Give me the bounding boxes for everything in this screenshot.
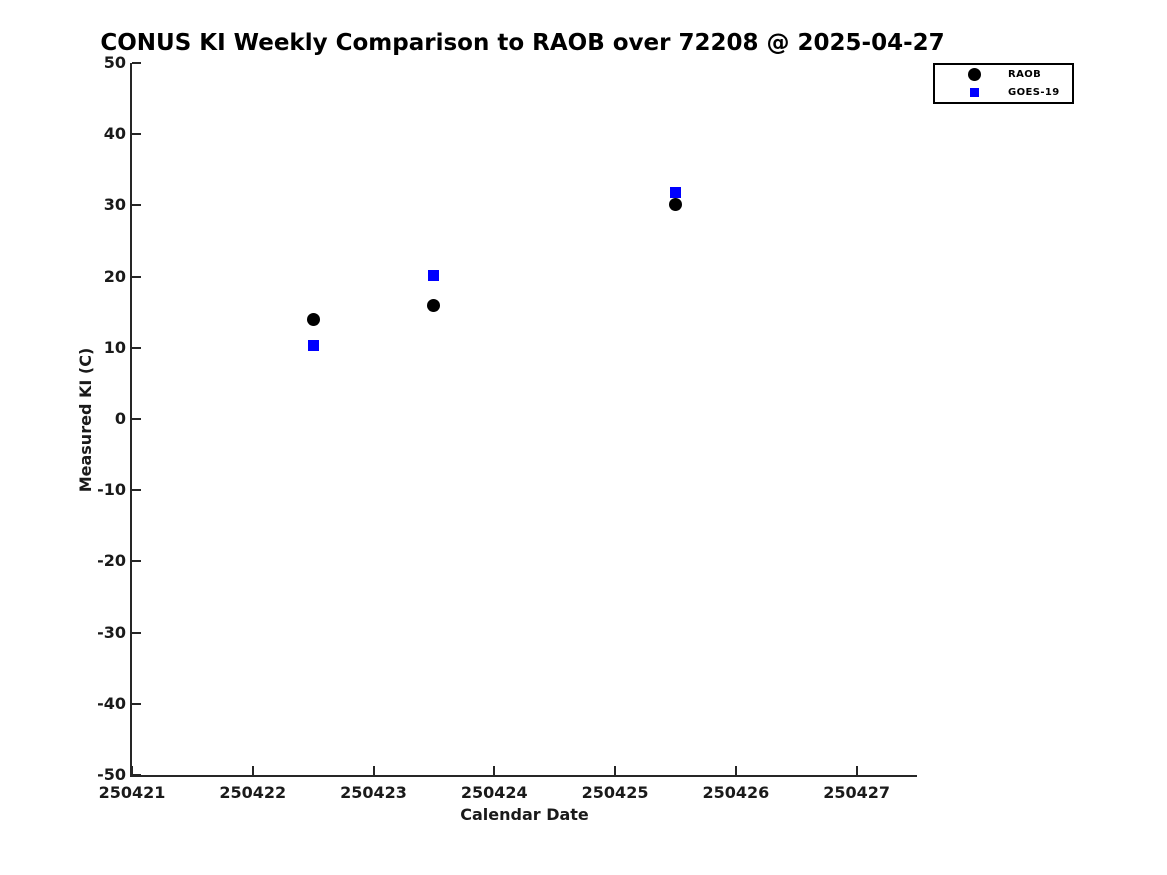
y-tick-label: 0 [114, 409, 126, 428]
x-tick-mark [614, 766, 617, 775]
data-point-raob [668, 198, 682, 212]
legend-label: RAOB [1008, 69, 1042, 81]
x-tick-mark [734, 766, 737, 775]
data-point-goes-19 [428, 269, 440, 281]
legend-marker-square-icon [967, 85, 981, 99]
x-axis-label: Calendar Date [460, 805, 589, 824]
x-tick-label: 250426 [702, 783, 770, 802]
y-tick-mark [132, 774, 141, 776]
circle-glyph [967, 68, 981, 82]
y-tick-mark [132, 631, 141, 634]
y-tick-label: 50 [103, 53, 126, 72]
y-tick-mark [132, 418, 141, 420]
square-glyph [969, 87, 979, 97]
y-tick-label: -40 [97, 693, 126, 713]
legend-marker-circle-icon [967, 68, 981, 82]
y-tick-label: -10 [97, 480, 126, 500]
x-tick-label: 250423 [340, 783, 407, 802]
x-tick-label: 250427 [823, 783, 890, 802]
y-tick-label: 20 [103, 266, 126, 286]
y-tick-mark [132, 346, 141, 349]
x-tick-label: 250421 [98, 783, 166, 802]
y-tick-mark [132, 275, 141, 278]
y-tick-label: 40 [103, 124, 126, 144]
chart-title: CONUS KI Weekly Comparison to RAOB over … [100, 30, 945, 56]
y-axis-tick-labels: -50 -40 -30 -20 -10 0 10 20 30 40 50 [0, 53, 126, 784]
x-tick-mark [131, 766, 133, 775]
y-tick-mark [132, 702, 141, 705]
x-tick-label: 250424 [460, 783, 528, 802]
y-tick-label: 10 [103, 337, 126, 357]
x-tick-label: 250422 [219, 783, 287, 802]
plot-area [130, 62, 917, 777]
y-tick-mark [132, 62, 141, 64]
legend: RAOB GOES-19 [933, 63, 1074, 104]
y-tick-label: -50 [97, 765, 126, 784]
y-tick-mark [132, 204, 141, 207]
data-point-goes-19 [307, 340, 319, 352]
y-tick-label: 30 [103, 195, 126, 215]
x-tick-mark [855, 766, 858, 775]
x-tick-mark [493, 766, 496, 775]
data-point-raob [427, 298, 441, 312]
y-tick-label: -20 [97, 551, 126, 571]
data-point-raob [306, 312, 320, 326]
data-point-goes-19 [669, 187, 681, 199]
legend-entry: GOES-19 [935, 85, 1072, 100]
y-tick-mark [132, 560, 141, 563]
x-axis-tick-labels: 250421 250422 250423 250424 250425 250426 2504… [99, 783, 917, 805]
y-tick-label: -30 [97, 622, 126, 642]
legend-entry: RAOB [935, 67, 1072, 82]
x-tick-mark [372, 766, 375, 775]
x-tick-mark [251, 766, 254, 775]
legend-label: GOES-19 [1008, 86, 1060, 98]
y-tick-mark [132, 133, 141, 136]
x-tick-label: 250425 [581, 783, 649, 802]
y-tick-mark [132, 489, 141, 492]
